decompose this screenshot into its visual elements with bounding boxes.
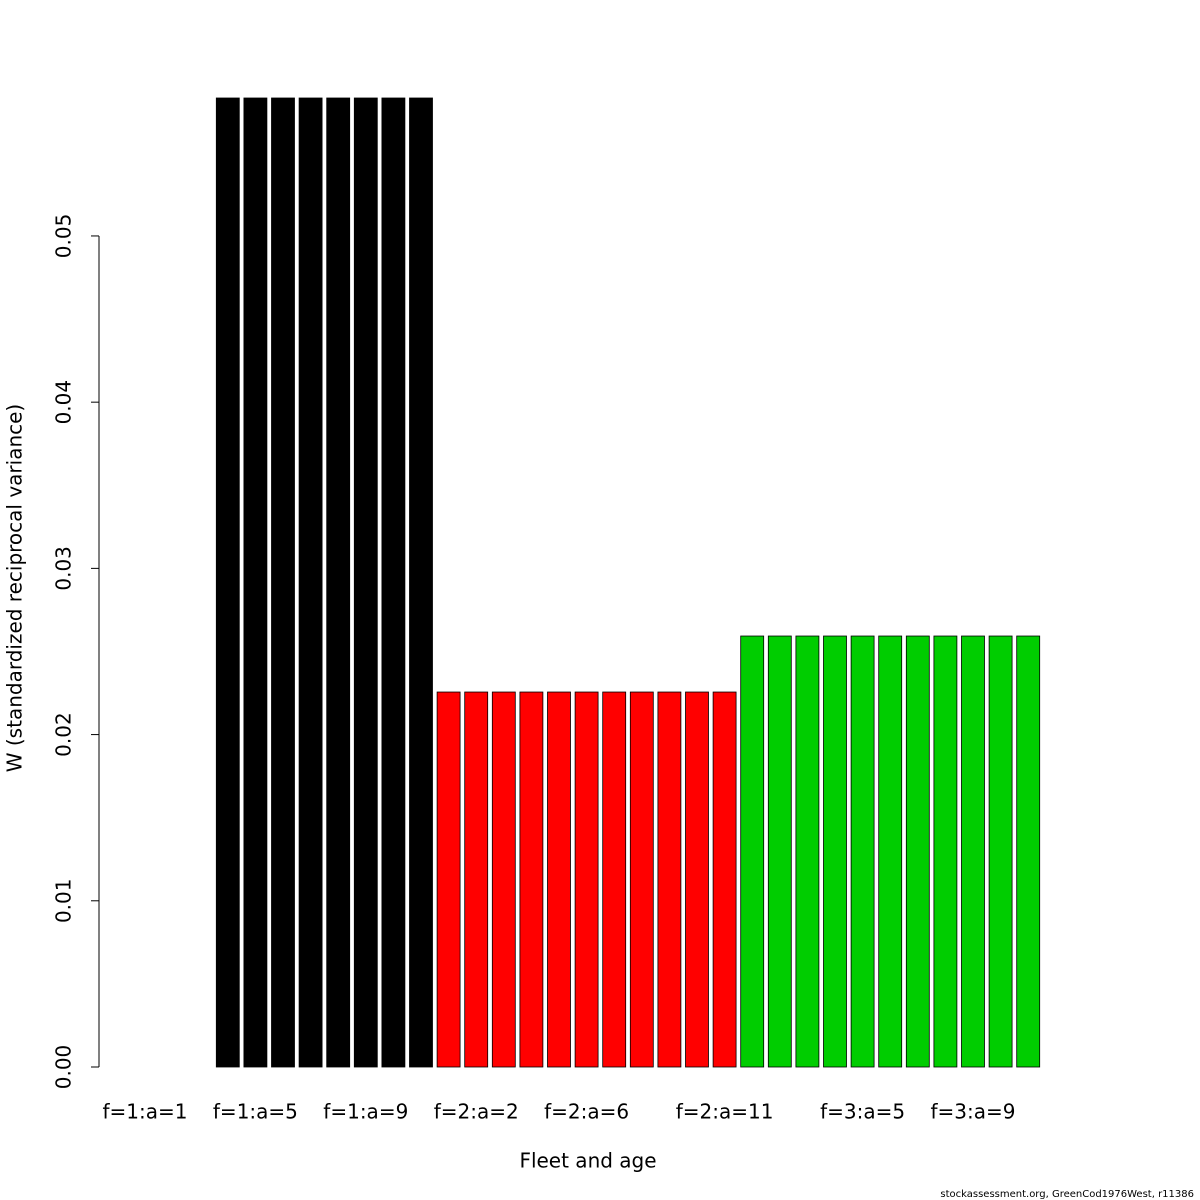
x-tick-label: f=3:a=5 <box>820 1100 905 1124</box>
bar <box>795 635 820 1068</box>
y-tick-label: 0.02 <box>52 712 76 757</box>
bar <box>878 635 903 1068</box>
bar <box>629 691 654 1068</box>
bar <box>850 635 875 1068</box>
y-tick-label: 0.01 <box>52 879 76 924</box>
x-tick-label: f=2:a=11 <box>676 1100 774 1124</box>
bar <box>988 635 1013 1068</box>
bar <box>823 635 847 1068</box>
x-tick-label: f=1:a=1 <box>103 1100 188 1124</box>
y-tick-label: 0.04 <box>52 380 76 425</box>
bar <box>933 635 958 1068</box>
bar <box>574 691 599 1068</box>
bar <box>602 691 627 1068</box>
x-tick-label: f=3:a=9 <box>931 1100 1016 1124</box>
bar <box>353 97 378 1068</box>
bar <box>491 691 516 1068</box>
x-axis-title: Fleet and age <box>519 1149 656 1173</box>
bar <box>519 691 544 1068</box>
y-tick-label: 0.03 <box>52 546 76 591</box>
y-tick-label: 0.00 <box>52 1045 76 1090</box>
bar <box>905 635 930 1068</box>
x-tick-label: f=1:a=5 <box>213 1100 298 1124</box>
bar <box>326 97 351 1068</box>
bar <box>1016 635 1041 1068</box>
footnote: stockassessment.org, GreenCod1976West, r… <box>940 1189 1194 1200</box>
bar <box>215 97 240 1068</box>
bar <box>685 691 709 1068</box>
bar <box>381 97 406 1068</box>
bar <box>740 635 765 1068</box>
y-axis-title: W (standardized reciprocal variance) <box>3 404 27 773</box>
bar <box>712 691 737 1068</box>
bar <box>547 691 571 1068</box>
bar <box>271 97 295 1068</box>
bar <box>464 691 489 1068</box>
bar <box>767 635 792 1068</box>
y-tick-label: 0.05 <box>52 214 76 259</box>
bar <box>436 691 461 1068</box>
bar <box>298 97 323 1068</box>
x-tick-label: f=2:a=2 <box>434 1100 519 1124</box>
x-tick-label: f=1:a=9 <box>323 1100 408 1124</box>
bar <box>409 97 433 1068</box>
x-tick-label: f=2:a=6 <box>544 1100 629 1124</box>
bar <box>657 691 682 1068</box>
bar <box>961 635 985 1068</box>
bar <box>243 97 268 1068</box>
